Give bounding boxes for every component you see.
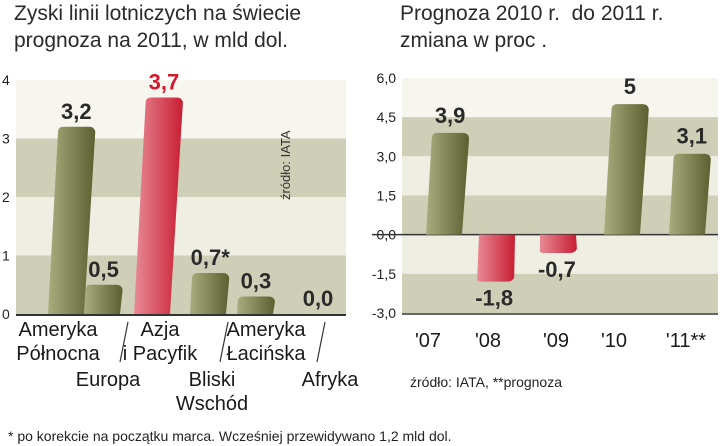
y-tick-label: 4 [2,72,10,88]
data-label: -0,7 [538,257,576,282]
category-label: Północna [16,343,100,365]
category-label: Afryka [302,369,360,391]
band [402,78,718,118]
category-label: '07 [415,330,441,352]
y-tick-label: 4,5 [377,109,397,125]
category-label: '08 [475,330,501,352]
bar [604,104,649,235]
y-tick-label: 2 [2,189,10,205]
chart2: -3,0-1,50,01,53,04,56,03,9-1,8-0,753,1'0… [372,70,718,390]
bar [237,296,275,314]
bar [669,153,711,235]
data-label: 3,2 [61,99,92,124]
category-label: i Pacyfik [123,343,198,365]
bar [84,284,123,314]
separator [219,321,229,363]
y-tick-label: 6,0 [377,70,397,86]
y-tick-label: -1,5 [372,266,396,282]
category-label: Bliski [189,369,236,391]
bar [48,126,96,314]
category-label: Ameryka [227,319,307,341]
category-label: Azja [141,319,181,341]
bar [134,97,183,314]
source-label: źródło: IATA, **prognoza [410,374,562,390]
category-label: Ameryka [19,319,99,341]
category-label: '09 [543,330,569,352]
data-label: 0,3 [241,268,272,293]
bar [477,234,515,282]
category-label: Łacińska [227,343,307,365]
separator [119,321,129,363]
chart2-title: Prognoza 2010 r. do 2011 r. zmiana w pro… [400,2,664,52]
category-label: Europa [76,369,141,391]
data-label: 3,9 [435,103,466,128]
data-label: 0,5 [88,257,119,282]
footnote: * po korekcie na początku marca. Wcześni… [8,428,452,444]
y-tick-label: -3,0 [372,305,396,321]
y-tick-label: 1 [2,248,10,264]
chart1: 0 1 2 3 4 3,2 0,5 3,7 0,7* 0,3 0,0 źródło: IATA Amer… [2,70,359,415]
bar [426,132,470,235]
band [402,273,718,313]
separator [316,321,326,363]
data-label: 0,0 [303,286,334,311]
y-tick-label: 3,0 [377,148,397,164]
y-tick-label: 0 [2,306,10,322]
data-label: 3,1 [677,124,708,149]
chart1-title: Zyski linii lotniczych na świecie progno… [14,2,302,52]
source-label: źródło: IATA [278,130,293,200]
category-label: '10 [601,330,627,352]
category-label: '11** [666,330,706,352]
data-label: -1,8 [475,286,513,311]
data-label: 0,7* [191,245,231,270]
category-label: Wschód [176,393,248,415]
y-tick-label: 1,5 [377,188,397,204]
bar [190,273,230,314]
y-tick-label: 3 [2,131,10,147]
bar [539,234,577,253]
data-label: 3,7 [149,70,180,95]
data-label: 5 [624,74,636,99]
